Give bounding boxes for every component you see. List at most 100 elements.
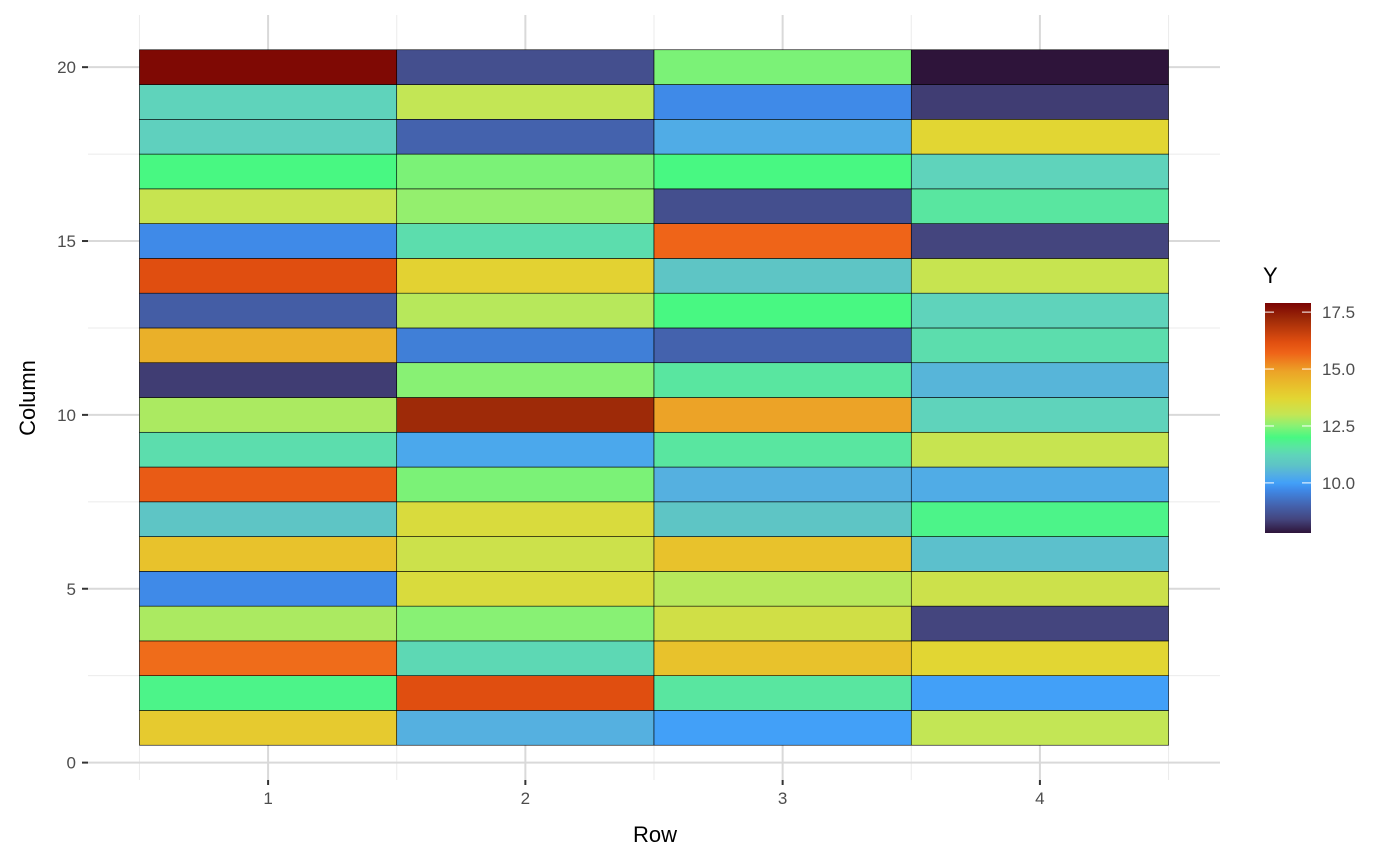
- x-tick-label: 2: [521, 789, 530, 808]
- heatmap-tile: [653, 397, 912, 433]
- heatmap-tile: [139, 84, 398, 120]
- heatmap-tile: [910, 258, 1169, 294]
- heatmap-tile: [396, 640, 655, 676]
- heatmap-tile: [910, 153, 1169, 190]
- heatmap-tile: [910, 431, 1169, 468]
- heatmap-tile: [396, 153, 655, 190]
- heatmap-tile: [139, 501, 398, 537]
- legend-title: Y: [1263, 263, 1278, 288]
- heatmap-tiles: [139, 49, 1169, 746]
- heatmap-tile: [653, 640, 912, 676]
- y-tick-label: 20: [57, 58, 76, 77]
- heatmap-tile: [139, 188, 398, 224]
- heatmap-tile: [139, 640, 398, 676]
- heatmap-tile: [653, 501, 912, 537]
- heatmap-tile: [396, 605, 655, 642]
- y-tick-label: 0: [67, 754, 76, 773]
- heatmap-tile: [139, 362, 398, 398]
- heatmap-tile: [653, 258, 912, 294]
- heatmap-tile: [910, 571, 1169, 607]
- heatmap-tile: [396, 119, 655, 155]
- heatmap-tile: [139, 119, 398, 155]
- legend-tick-label: 15.0: [1322, 360, 1355, 379]
- heatmap-tile: [910, 188, 1169, 224]
- heatmap-tile: [396, 466, 655, 503]
- x-tick-label: 1: [263, 789, 272, 808]
- heatmap-tile: [396, 362, 655, 398]
- heatmap-tile: [653, 710, 912, 746]
- heatmap-tile: [139, 153, 398, 190]
- heatmap-tile: [653, 119, 912, 155]
- heatmap-tile: [396, 536, 655, 572]
- heatmap-tile: [396, 292, 655, 329]
- heatmap-tile: [910, 327, 1169, 364]
- heatmap-tile: [139, 223, 398, 259]
- heatmap-tile: [139, 710, 398, 746]
- heatmap-tile: [139, 258, 398, 294]
- heatmap-tile: [910, 675, 1169, 711]
- heatmap-tile: [653, 49, 912, 85]
- heatmap-tile: [139, 675, 398, 711]
- heatmap-tile: [910, 536, 1169, 572]
- heatmap-tile: [653, 153, 912, 190]
- heatmap-tile: [396, 431, 655, 468]
- heatmap-tile: [396, 675, 655, 711]
- x-axis-title: Row: [633, 822, 677, 847]
- heatmap-tile: [910, 640, 1169, 676]
- heatmap-tile: [396, 397, 655, 433]
- y-tick-label: 10: [57, 406, 76, 425]
- heatmap-tile: [653, 188, 912, 224]
- heatmap-tile: [910, 397, 1169, 433]
- color-legend: Y 10.0 12.5 15.0 17.5: [1263, 263, 1355, 533]
- heatmap-tile: [910, 84, 1169, 120]
- heatmap-tile: [653, 605, 912, 642]
- heatmap-tile: [139, 536, 398, 572]
- legend-tick-label: 12.5: [1322, 417, 1355, 436]
- heatmap-tile: [910, 605, 1169, 642]
- x-tick-label: 3: [778, 789, 787, 808]
- heatmap-tile: [653, 536, 912, 572]
- heatmap-tile: [653, 327, 912, 364]
- axes: 1 2 3 4 0 5 10 15 20: [57, 58, 1045, 808]
- heatmap-tile: [396, 258, 655, 294]
- heatmap-tile: [910, 710, 1169, 746]
- heatmap-tile: [653, 84, 912, 120]
- heatmap-tile: [139, 397, 398, 433]
- heatmap-tile: [139, 571, 398, 607]
- heatmap-tile: [910, 466, 1169, 503]
- heatmap-tile: [396, 49, 655, 85]
- y-tick-label: 15: [57, 232, 76, 251]
- heatmap-tile: [910, 362, 1169, 398]
- x-tick-label: 4: [1035, 789, 1044, 808]
- heatmap-tile: [653, 362, 912, 398]
- heatmap-tile: [139, 327, 398, 364]
- heatmap-tile: [396, 223, 655, 259]
- heatmap-tile: [139, 49, 398, 85]
- heatmap-tile: [653, 571, 912, 607]
- heatmap-tile: [396, 571, 655, 607]
- legend-tick-label: 10.0: [1322, 474, 1355, 493]
- heatmap-tile: [396, 188, 655, 224]
- heatmap-tile: [139, 466, 398, 503]
- heatmap-tile: [910, 292, 1169, 329]
- heatmap-tile: [396, 327, 655, 364]
- heatmap-tile: [910, 223, 1169, 259]
- heatmap-tile: [910, 119, 1169, 155]
- colorbar: [1265, 303, 1311, 533]
- heatmap-tile: [653, 223, 912, 259]
- heatmap-tile: [910, 501, 1169, 537]
- y-tick-label: 5: [67, 580, 76, 599]
- heatmap-tile: [653, 292, 912, 329]
- legend-tick-label: 17.5: [1322, 303, 1355, 322]
- heatmap-tile: [139, 292, 398, 329]
- heatmap-tile: [139, 431, 398, 468]
- heatmap-tile: [653, 466, 912, 503]
- heatmap-tile: [396, 501, 655, 537]
- heatmap-tile: [396, 710, 655, 746]
- heatmap-tile: [910, 49, 1169, 85]
- heatmap-tile: [653, 431, 912, 468]
- heatmap-tile: [396, 84, 655, 120]
- heatmap-tile: [653, 675, 912, 711]
- y-axis-title: Column: [15, 360, 40, 436]
